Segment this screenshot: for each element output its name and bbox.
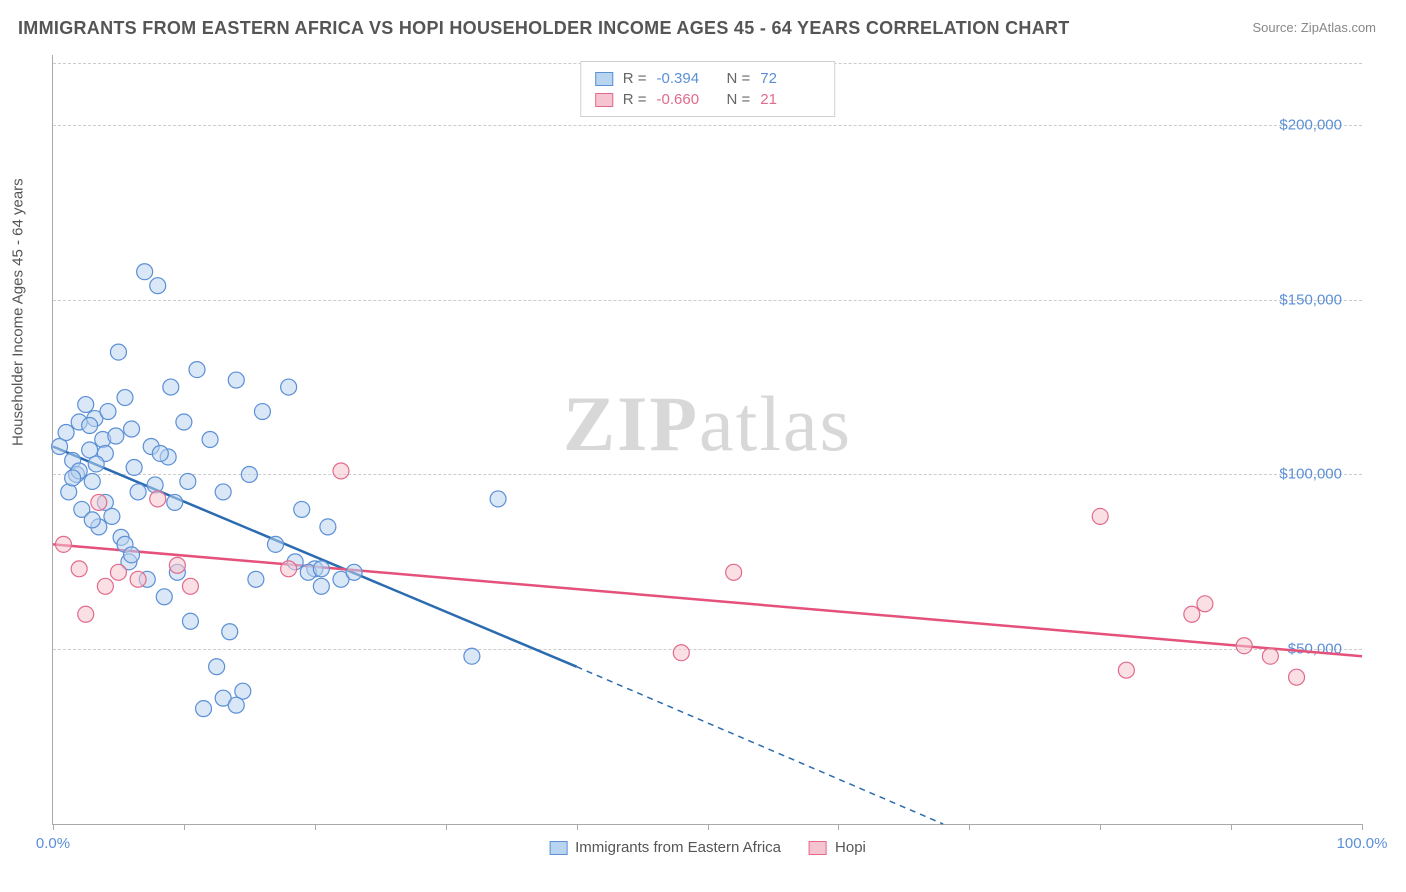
scatter-point-series-1 — [1092, 508, 1108, 524]
scatter-point-series-0 — [180, 473, 196, 489]
scatter-point-series-0 — [124, 421, 140, 437]
x-tick — [1231, 824, 1232, 830]
scatter-point-series-1 — [1236, 638, 1252, 654]
x-tick — [315, 824, 316, 830]
chart-title: IMMIGRANTS FROM EASTERN AFRICA VS HOPI H… — [18, 18, 1070, 39]
x-tick — [446, 824, 447, 830]
scatter-point-series-1 — [110, 564, 126, 580]
scatter-point-series-1 — [55, 536, 71, 552]
scatter-point-series-0 — [228, 372, 244, 388]
scatter-point-series-0 — [88, 456, 104, 472]
scatter-point-series-1 — [150, 491, 166, 507]
x-tick — [838, 824, 839, 830]
scatter-point-series-1 — [182, 578, 198, 594]
scatter-point-series-0 — [202, 432, 218, 448]
scatter-point-series-0 — [78, 397, 94, 413]
scatter-point-series-0 — [167, 494, 183, 510]
scatter-point-series-0 — [209, 659, 225, 675]
x-tick — [1100, 824, 1101, 830]
scatter-point-series-0 — [313, 561, 329, 577]
scatter-point-series-0 — [490, 491, 506, 507]
legend-bottom: Immigrants from Eastern Africa Hopi — [549, 839, 866, 856]
x-tick-start-label: 0.0% — [36, 835, 70, 852]
scatter-point-series-0 — [108, 428, 124, 444]
x-tick — [53, 824, 54, 830]
scatter-point-series-0 — [58, 425, 74, 441]
scatter-point-series-0 — [281, 379, 297, 395]
scatter-point-series-0 — [104, 508, 120, 524]
scatter-point-series-1 — [726, 564, 742, 580]
scatter-point-series-0 — [189, 362, 205, 378]
scatter-point-series-0 — [313, 578, 329, 594]
scatter-point-series-1 — [78, 606, 94, 622]
trend-line-series-1 — [53, 544, 1362, 656]
scatter-point-series-0 — [117, 390, 133, 406]
scatter-point-series-1 — [1289, 669, 1305, 685]
x-tick — [577, 824, 578, 830]
x-tick — [184, 824, 185, 830]
scatter-point-series-0 — [100, 404, 116, 420]
scatter-point-series-0 — [222, 624, 238, 640]
scatter-point-series-1 — [91, 494, 107, 510]
scatter-point-series-0 — [65, 470, 81, 486]
legend-label-0: Immigrants from Eastern Africa — [575, 839, 781, 856]
scatter-point-series-1 — [1197, 596, 1213, 612]
scatter-point-series-0 — [82, 418, 98, 434]
scatter-point-series-1 — [169, 557, 185, 573]
legend-item-0: Immigrants from Eastern Africa — [549, 839, 781, 856]
legend-swatch-1 — [809, 841, 827, 855]
scatter-point-series-0 — [268, 536, 284, 552]
y-axis-label: Householder Income Ages 45 - 64 years — [10, 178, 27, 446]
scatter-point-series-0 — [241, 466, 257, 482]
scatter-point-series-0 — [124, 547, 140, 563]
scatter-point-series-1 — [1262, 648, 1278, 664]
scatter-point-series-0 — [126, 459, 142, 475]
scatter-point-series-0 — [248, 571, 264, 587]
scatter-point-series-0 — [228, 697, 244, 713]
scatter-point-series-0 — [464, 648, 480, 664]
scatter-point-series-0 — [294, 501, 310, 517]
scatter-point-series-0 — [320, 519, 336, 535]
scatter-point-series-1 — [673, 645, 689, 661]
legend-label-1: Hopi — [835, 839, 866, 856]
scatter-point-series-1 — [333, 463, 349, 479]
scatter-point-series-0 — [137, 264, 153, 280]
scatter-point-series-0 — [147, 477, 163, 493]
scatter-point-series-1 — [130, 571, 146, 587]
scatter-svg — [53, 55, 1362, 824]
scatter-point-series-1 — [1184, 606, 1200, 622]
scatter-point-series-0 — [84, 512, 100, 528]
source-label: Source: ZipAtlas.com — [1252, 20, 1376, 35]
scatter-point-series-0 — [150, 278, 166, 294]
scatter-point-series-0 — [215, 484, 231, 500]
scatter-point-series-0 — [176, 414, 192, 430]
scatter-point-series-0 — [196, 701, 212, 717]
scatter-point-series-0 — [156, 589, 172, 605]
scatter-point-series-0 — [346, 564, 362, 580]
scatter-point-series-1 — [281, 561, 297, 577]
scatter-point-series-1 — [97, 578, 113, 594]
scatter-point-series-1 — [1118, 662, 1134, 678]
scatter-point-series-1 — [71, 561, 87, 577]
scatter-point-series-0 — [163, 379, 179, 395]
legend-swatch-0 — [549, 841, 567, 855]
scatter-point-series-0 — [254, 404, 270, 420]
x-tick — [1362, 824, 1363, 830]
scatter-point-series-0 — [182, 613, 198, 629]
x-tick-end-label: 100.0% — [1337, 835, 1388, 852]
chart-container: IMMIGRANTS FROM EASTERN AFRICA VS HOPI H… — [0, 0, 1406, 892]
scatter-point-series-0 — [84, 473, 100, 489]
x-tick — [708, 824, 709, 830]
x-tick — [969, 824, 970, 830]
scatter-point-series-0 — [130, 484, 146, 500]
plot-area: ZIPatlas $50,000$100,000$150,000$200,000… — [52, 55, 1362, 825]
scatter-point-series-0 — [152, 445, 168, 461]
legend-item-1: Hopi — [809, 839, 866, 856]
trend-line-series-0-extrap — [577, 667, 944, 824]
scatter-point-series-0 — [110, 344, 126, 360]
